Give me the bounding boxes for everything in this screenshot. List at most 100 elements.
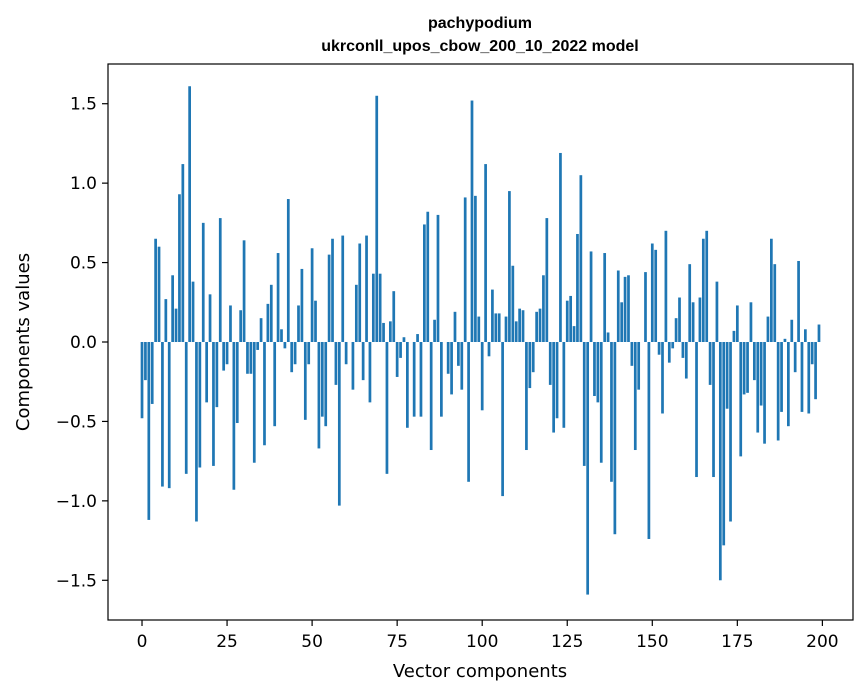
bar-6: [161, 342, 164, 487]
bar-112: [521, 310, 525, 342]
bar-184: [766, 316, 770, 342]
bar-136: [603, 253, 607, 342]
bar-188: [780, 342, 783, 412]
bar-113: [525, 342, 528, 451]
bar-182: [759, 342, 763, 406]
bar-75: [395, 342, 399, 377]
bar-1: [144, 342, 147, 381]
bar-51: [314, 300, 317, 342]
bar-193: [797, 260, 800, 342]
bar-43: [286, 199, 290, 342]
bar-118: [542, 275, 545, 342]
bar-56: [331, 238, 334, 342]
bar-101: [484, 164, 487, 342]
bar-85: [429, 342, 433, 451]
bar-108: [508, 191, 511, 342]
bar-96: [467, 342, 470, 482]
bar-63: [354, 284, 358, 342]
bar-135: [599, 342, 603, 463]
bar-59: [341, 235, 345, 342]
bar-155: [667, 342, 671, 363]
bar-10: [174, 308, 178, 342]
bar-141: [620, 302, 624, 342]
bar-70: [378, 273, 382, 342]
bar-53: [320, 342, 324, 417]
bar-52: [317, 342, 321, 449]
bar-50: [310, 248, 314, 342]
bar-33: [252, 342, 256, 463]
bar-102: [487, 342, 491, 357]
bar-131: [586, 342, 590, 595]
bar-93: [457, 342, 460, 366]
bar-46: [297, 305, 300, 342]
bar-35: [259, 318, 263, 342]
bar-119: [545, 218, 549, 342]
bar-158: [678, 297, 681, 342]
bar-48: [303, 342, 307, 420]
bar-30: [242, 240, 246, 342]
y-tick-label: 0.5: [70, 254, 97, 274]
bar-64: [358, 243, 362, 342]
y-axis-ticks: −1.5 −1.0 −0.5 0.0 0.5 1.0 1.5: [56, 95, 108, 591]
bar-14: [188, 86, 191, 343]
bar-42: [283, 342, 287, 349]
bar-99: [477, 316, 481, 342]
bar-82: [419, 342, 423, 417]
bar-105: [497, 313, 501, 342]
bar-125: [565, 300, 569, 342]
chart-title-line1: pachypodium: [428, 15, 532, 32]
bar-171: [722, 342, 726, 546]
bar-58: [337, 342, 341, 506]
bar-40: [276, 253, 280, 342]
x-tick-label: 25: [216, 632, 238, 652]
bar-88: [440, 342, 443, 417]
x-tick-label: 200: [806, 632, 838, 652]
bar-168: [712, 342, 715, 478]
bar-68: [371, 273, 375, 342]
bar-183: [763, 342, 766, 444]
bar-148: [644, 272, 647, 342]
bar-127: [572, 326, 576, 342]
bar-16: [195, 342, 198, 522]
y-tick-label: −1.5: [56, 571, 97, 591]
bar-15: [191, 281, 195, 342]
x-tick-label: 150: [636, 632, 668, 652]
bar-124: [562, 342, 566, 428]
bar-154: [664, 230, 668, 342]
bar-8: [167, 342, 171, 489]
bar-164: [698, 297, 702, 342]
bar-114: [528, 342, 532, 389]
bar-27: [232, 342, 236, 490]
bar-177: [742, 342, 746, 395]
x-axis-ticks: 0 25 50 75 100 125 150 175 200: [137, 620, 839, 652]
bar-150: [650, 243, 654, 342]
bar-173: [729, 342, 732, 522]
bar-76: [399, 342, 402, 358]
bar-84: [426, 211, 430, 342]
bar-180: [752, 342, 756, 381]
bar-163: [695, 342, 698, 478]
bar-115: [531, 342, 535, 373]
bar-39: [273, 342, 277, 427]
bar-34: [256, 342, 260, 350]
bar-189: [783, 338, 787, 342]
bar-21: [212, 342, 215, 466]
x-tick-label: 0: [137, 632, 148, 652]
bar-185: [770, 238, 773, 342]
x-tick-label: 125: [551, 632, 583, 652]
bar-196: [807, 342, 811, 414]
y-tick-label: 1.0: [70, 174, 97, 194]
bar-123: [559, 152, 562, 342]
bar-167: [708, 342, 712, 385]
bar-44: [290, 342, 294, 373]
bar-172: [725, 342, 729, 409]
bar-169: [715, 281, 719, 342]
bar-98: [474, 195, 477, 342]
bar-126: [569, 295, 573, 342]
bar-95: [463, 197, 467, 342]
chart-title-line2: ukrconll_upos_cbow_200_10_2022 model: [321, 38, 638, 55]
bar-54: [324, 342, 328, 427]
bar-18: [201, 222, 205, 342]
y-tick-label: 0.0: [70, 333, 97, 353]
x-axis-title: Vector components: [393, 661, 567, 682]
